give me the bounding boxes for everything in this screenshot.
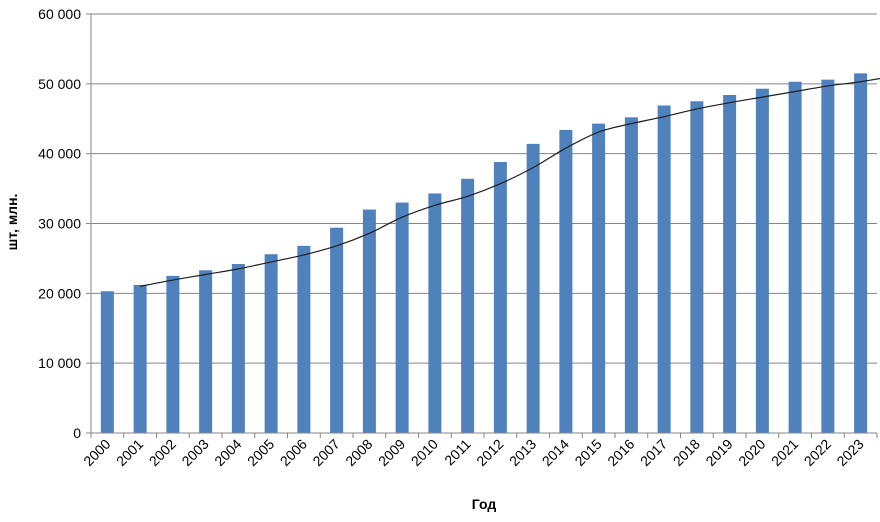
x-tick-label: 2012 bbox=[473, 436, 506, 469]
bar-2004 bbox=[231, 264, 245, 433]
x-tick-label: 2016 bbox=[604, 436, 637, 469]
bar-2003 bbox=[199, 270, 213, 433]
x-tick-label: 2003 bbox=[178, 436, 211, 469]
bar-2009 bbox=[395, 202, 409, 433]
bar-2021 bbox=[788, 81, 802, 433]
trend-line bbox=[140, 77, 880, 287]
y-tick-label: 10 000 bbox=[38, 355, 81, 371]
x-tick-label: 2015 bbox=[571, 436, 604, 469]
x-tick-label: 2018 bbox=[670, 436, 703, 469]
x-tick-label: 2019 bbox=[702, 436, 735, 469]
bar-2008 bbox=[362, 209, 376, 433]
y-tick-label: 20 000 bbox=[38, 285, 81, 301]
trend-line-path bbox=[140, 77, 880, 287]
bar-series bbox=[100, 73, 868, 434]
x-tick-label: 2023 bbox=[833, 436, 866, 469]
x-tick-label: 2017 bbox=[637, 436, 670, 469]
x-tick-label: 2007 bbox=[309, 436, 342, 469]
x-tick-label: 2022 bbox=[801, 436, 834, 469]
bar-2007 bbox=[330, 227, 344, 433]
bar-2013 bbox=[526, 143, 540, 433]
x-tick-label: 2011 bbox=[441, 436, 474, 469]
bar-2001 bbox=[133, 284, 147, 433]
bar-2005 bbox=[264, 254, 278, 433]
bar-2023 bbox=[854, 73, 868, 433]
bar-2011 bbox=[461, 178, 475, 433]
bar-2002 bbox=[166, 275, 180, 433]
x-tick-label: 2013 bbox=[506, 436, 539, 469]
bar-2018 bbox=[690, 101, 704, 434]
x-tick-label: 2008 bbox=[342, 436, 375, 469]
y-axis-title: шт, млн. bbox=[4, 194, 20, 251]
bar-2017 bbox=[657, 105, 671, 434]
x-tick-label: 2005 bbox=[244, 436, 277, 469]
bar-2016 bbox=[624, 117, 638, 433]
bar-2006 bbox=[297, 245, 311, 433]
x-axis-tick-labels: 2000 2001 2002 2003 2004 2005 2006 2007 2008 2009… bbox=[80, 436, 867, 469]
x-tick-label: 2021 bbox=[768, 436, 801, 469]
x-axis-title: Год bbox=[472, 496, 497, 512]
axes bbox=[86, 13, 878, 438]
y-tick-label: 40 000 bbox=[38, 146, 81, 162]
bar-2010 bbox=[428, 193, 442, 433]
x-tick-label: 2006 bbox=[277, 436, 310, 469]
bar-2000 bbox=[100, 291, 114, 433]
bar-2020 bbox=[755, 88, 769, 433]
bar-2015 bbox=[592, 123, 606, 433]
y-axis-tick-labels: 0 10 000 20 000 30 000 40 000 50 000 60 000 bbox=[38, 6, 81, 441]
bar-2022 bbox=[821, 79, 835, 433]
y-tick-label: 50 000 bbox=[38, 76, 81, 92]
x-tick-label: 2002 bbox=[146, 436, 179, 469]
y-tick-label: 0 bbox=[73, 425, 81, 441]
x-tick-label: 2004 bbox=[211, 436, 244, 469]
gridlines bbox=[91, 13, 877, 364]
bar-2012 bbox=[493, 162, 507, 433]
y-tick-label: 30 000 bbox=[38, 216, 81, 232]
x-tick-label: 2014 bbox=[539, 436, 572, 469]
bar-2014 bbox=[559, 129, 573, 433]
x-tick-label: 2020 bbox=[735, 436, 768, 469]
x-tick-label: 2000 bbox=[80, 436, 113, 469]
x-tick-label: 2010 bbox=[408, 436, 441, 469]
bar-2019 bbox=[723, 95, 737, 434]
x-tick-label: 2001 bbox=[113, 436, 146, 469]
y-tick-label: 60 000 bbox=[38, 6, 81, 22]
x-tick-label: 2009 bbox=[375, 436, 408, 469]
